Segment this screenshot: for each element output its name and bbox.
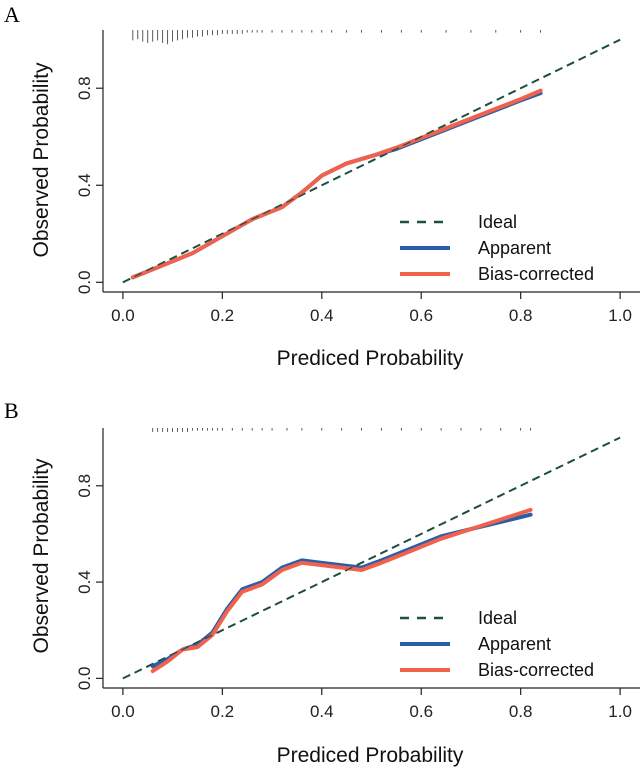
panel-a-legend-label: Apparent	[478, 238, 551, 258]
panel-a-legend-label: Ideal	[478, 212, 517, 232]
panel-b-y-axis-label: Observed Probability	[30, 458, 53, 653]
panel-a-ideal-overlay	[122, 39, 621, 283]
panel-b-series-bias-corrected	[150, 507, 533, 674]
panel-a-x-axis-label: Prediced Probability	[277, 347, 464, 370]
panel-b-x-tick-label: 0.8	[509, 702, 533, 721]
panel-b-x-axis-label: Prediced Probability	[277, 744, 464, 767]
panel-b-x-tick-label: 0.4	[310, 702, 334, 721]
panel-b-legend-label: Ideal	[478, 608, 517, 628]
panel-a-y-axis-label: Observed Probability	[30, 62, 53, 257]
panel-a-y-tick-label: 0.4	[75, 173, 94, 197]
panel-a-x-tick-label: 0.2	[211, 306, 235, 325]
panel-b: 0.0 0.2 0.4 0.6 0.8 1.0 0.0 0.4 0.8 Ideal Apparent…	[75, 428, 640, 721]
panel-b-legend-label: Apparent	[478, 634, 551, 654]
panel-b-y-tick-label: 0.0	[75, 667, 94, 691]
panel-b-x-tick-label: 0.2	[211, 702, 235, 721]
panel-b-x-tick-label: 0.0	[111, 702, 135, 721]
panel-a-y-tick-label: 0.0	[75, 270, 94, 294]
panel-a-x-tick-label: 0.6	[409, 306, 433, 325]
panel-b-ideal-overlay	[122, 437, 621, 679]
panel-b-label: B	[4, 398, 19, 423]
panel-a-legend-label: Bias-corrected	[478, 264, 594, 284]
panel-b-x-tick-label: 1.0	[608, 702, 632, 721]
panel-b-x-tick-label: 0.6	[409, 702, 433, 721]
panel-a-series-bias-corrected	[130, 88, 543, 280]
panel-a-x-tick-label: 0.0	[111, 306, 135, 325]
panel-a-x-tick-label: 0.8	[509, 306, 533, 325]
panel-a-label: A	[4, 2, 20, 27]
panel-a-x-tick-label: 1.0	[608, 306, 632, 325]
panel-a-y-tick-label: 0.8	[75, 76, 94, 100]
panel-a: 0.0 0.2 0.4 0.6 0.8 1.0 0.0 0.4 0.8 Ideal Apparent…	[75, 30, 640, 325]
panel-b-series-apparent	[150, 512, 533, 669]
panel-b-y-tick-label: 0.4	[75, 570, 94, 594]
panel-b-legend-label: Bias-corrected	[478, 660, 594, 680]
panel-b-y-tick-label: 0.8	[75, 474, 94, 498]
panel-a-x-tick-label: 0.4	[310, 306, 334, 325]
